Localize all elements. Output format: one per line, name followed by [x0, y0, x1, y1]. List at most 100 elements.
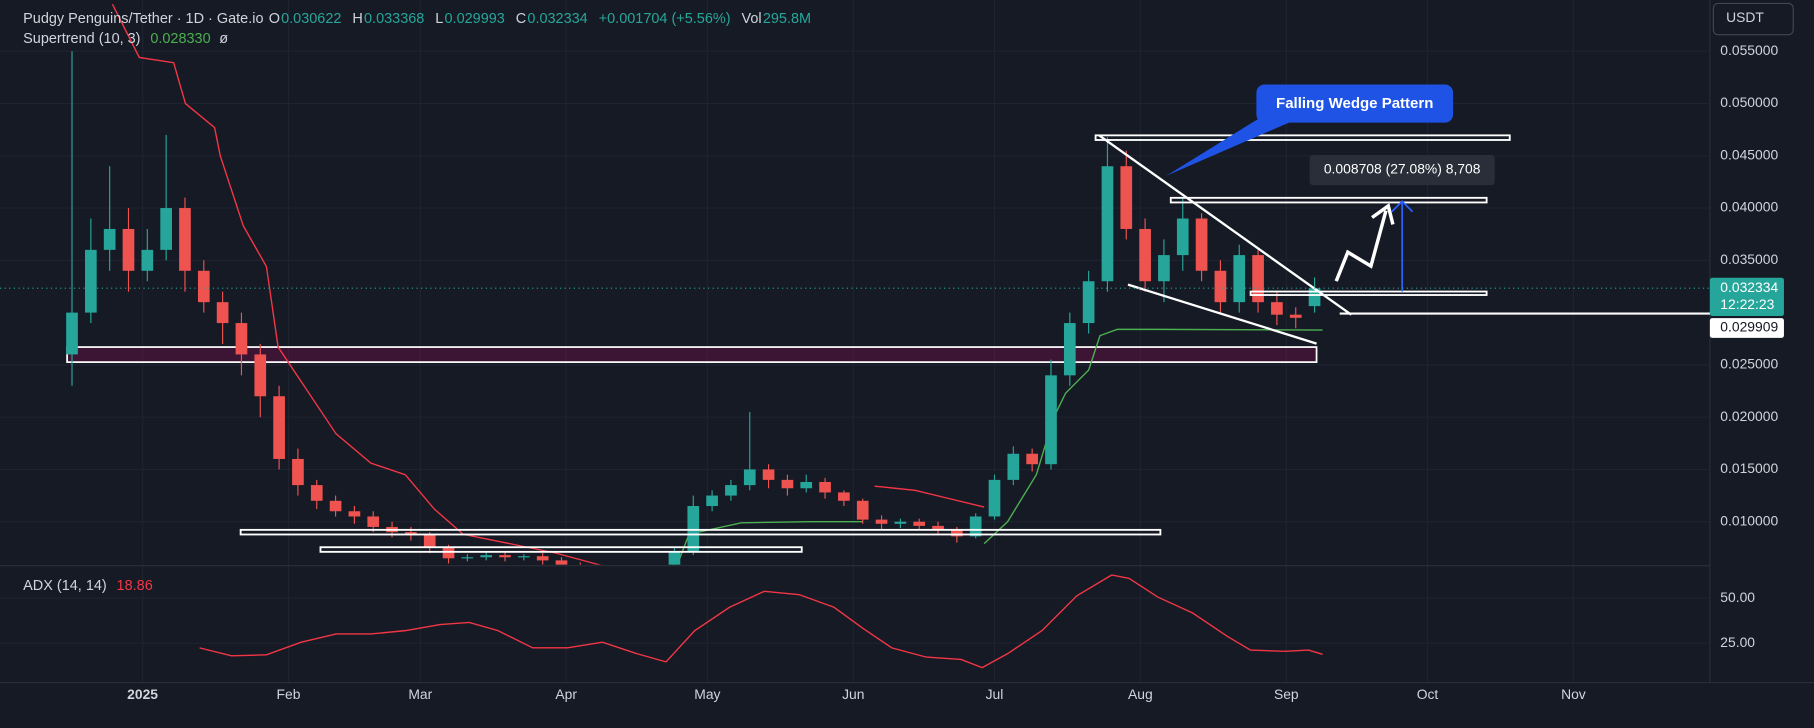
price-tag: [1709, 277, 1784, 316]
x-tick-label: Feb: [277, 686, 301, 702]
candle-body: [781, 479, 794, 489]
candle-body: [969, 516, 982, 537]
level-tag: [1709, 318, 1784, 338]
candle-body: [216, 302, 229, 324]
candle-body: [1045, 375, 1057, 465]
candle-body: [875, 519, 888, 524]
candle-body: [1214, 270, 1227, 303]
candle-body: [913, 521, 926, 526]
supertrend-line: [874, 485, 985, 508]
candle-body: [951, 530, 963, 537]
currency-label[interactable]: USDT: [1726, 9, 1764, 25]
x-tick-label: Jun: [842, 686, 864, 702]
x-tick-label: May: [694, 686, 720, 702]
x-tick-label: 2025: [127, 686, 158, 702]
y-tick-label: 0.055000: [1720, 42, 1778, 58]
x-tick-label: Aug: [1128, 686, 1153, 702]
supertrend-line: [983, 328, 1323, 545]
x-tick-label: Mar: [408, 686, 432, 702]
candle-body: [706, 495, 718, 507]
candle-body: [442, 547, 455, 559]
candle-body: [66, 312, 78, 355]
volume-label: Vol: [741, 10, 762, 27]
candle-body: [555, 560, 568, 565]
indicator-symbol: ø: [219, 30, 229, 47]
candle-body: [1007, 453, 1020, 480]
ohlc-value: 0.030622: [281, 10, 342, 27]
candle-body: [1026, 453, 1038, 465]
projection-arrow: [1334, 210, 1388, 282]
candle-body: [1308, 288, 1321, 307]
candle-body: [1063, 323, 1076, 376]
candle-body: [1252, 255, 1264, 303]
candle-body: [668, 550, 681, 565]
indicator-value: 0.028330: [150, 30, 211, 47]
wedge-line: [1098, 134, 1352, 316]
ohlc-label: L: [435, 10, 444, 27]
wedge-line: [1127, 283, 1317, 345]
y-tick-label: 0.035000: [1720, 251, 1778, 267]
candle-body: [197, 270, 210, 303]
candle-body: [762, 469, 775, 480]
breakout-box: [1249, 290, 1488, 296]
ohlc-label: O: [268, 10, 280, 27]
y-tick-label: 0.015000: [1720, 460, 1778, 476]
x-tick-label: Oct: [1417, 686, 1439, 702]
ohlc-label: H: [352, 10, 363, 27]
y-tick-label: 25.00: [1720, 634, 1755, 650]
candle-body: [725, 485, 737, 496]
adx-value: 18.86: [116, 577, 153, 594]
ohlc-value: 0.029993: [444, 10, 505, 27]
candle-body: [103, 228, 116, 250]
symbol-title: Pudgy Penguins/Tether · 1D · Gate.io: [23, 10, 264, 27]
candle-body: [1176, 218, 1189, 256]
price-tag-value: 0.032334: [1720, 279, 1778, 295]
candle-body: [310, 485, 323, 501]
measure-box: [1309, 155, 1495, 186]
countdown: 12:22:23: [1720, 296, 1774, 312]
y-tick-label: 0.050000: [1720, 94, 1778, 110]
x-tick-label: Jul: [986, 686, 1004, 702]
y-tick-label: 0.025000: [1720, 356, 1778, 372]
candle-body: [1082, 281, 1095, 324]
candle-body: [235, 323, 248, 355]
candle-body: [348, 511, 361, 517]
measure-text: 0.008708 (27.08%) 8,708: [1324, 161, 1481, 177]
y-tick-label: 0.020000: [1720, 408, 1778, 424]
legend-adx: ADX (14, 14) 18.86: [23, 576, 154, 595]
currency-button[interactable]: [1712, 2, 1794, 36]
adx-label: ADX (14, 14): [23, 577, 107, 594]
legend-indicator: Supertrend (10, 3) 0.028330 ø: [23, 29, 229, 48]
candle-body: [1233, 255, 1246, 303]
target-box: [1169, 196, 1488, 204]
y-tick-label: 0.010000: [1720, 512, 1778, 528]
candle-body: [1139, 228, 1151, 282]
ohlc-value: 0.032334: [527, 10, 588, 27]
candle-body: [461, 557, 474, 559]
candle-body: [1158, 255, 1170, 282]
legend-main: Pudgy Penguins/Tether · 1D · Gate.io O0.…: [23, 9, 818, 28]
x-tick-label: Apr: [555, 686, 577, 702]
volume: 295.8M: [762, 10, 812, 27]
indicator-label: Supertrend (10, 3): [23, 30, 141, 47]
x-tick-label: Sep: [1274, 686, 1299, 702]
annotations: [239, 134, 1511, 553]
candle-body: [179, 208, 191, 271]
x-tick-label: Nov: [1561, 686, 1586, 702]
candle-body: [518, 556, 530, 558]
candle-body: [819, 481, 831, 493]
resistance-box: [1094, 134, 1511, 141]
candle-body: [988, 479, 1001, 517]
candle-body: [687, 506, 700, 551]
candle-body: [292, 458, 304, 486]
level-tag-value: 0.029909: [1720, 319, 1778, 335]
callout-text: Falling Wedge Pattern: [1276, 95, 1433, 112]
candle-body: [1120, 166, 1133, 229]
candle-body: [499, 555, 511, 558]
ohlc-label: C: [515, 10, 527, 27]
candle-body: [141, 249, 154, 271]
range-box: [239, 528, 1162, 536]
candle-body: [423, 534, 436, 548]
